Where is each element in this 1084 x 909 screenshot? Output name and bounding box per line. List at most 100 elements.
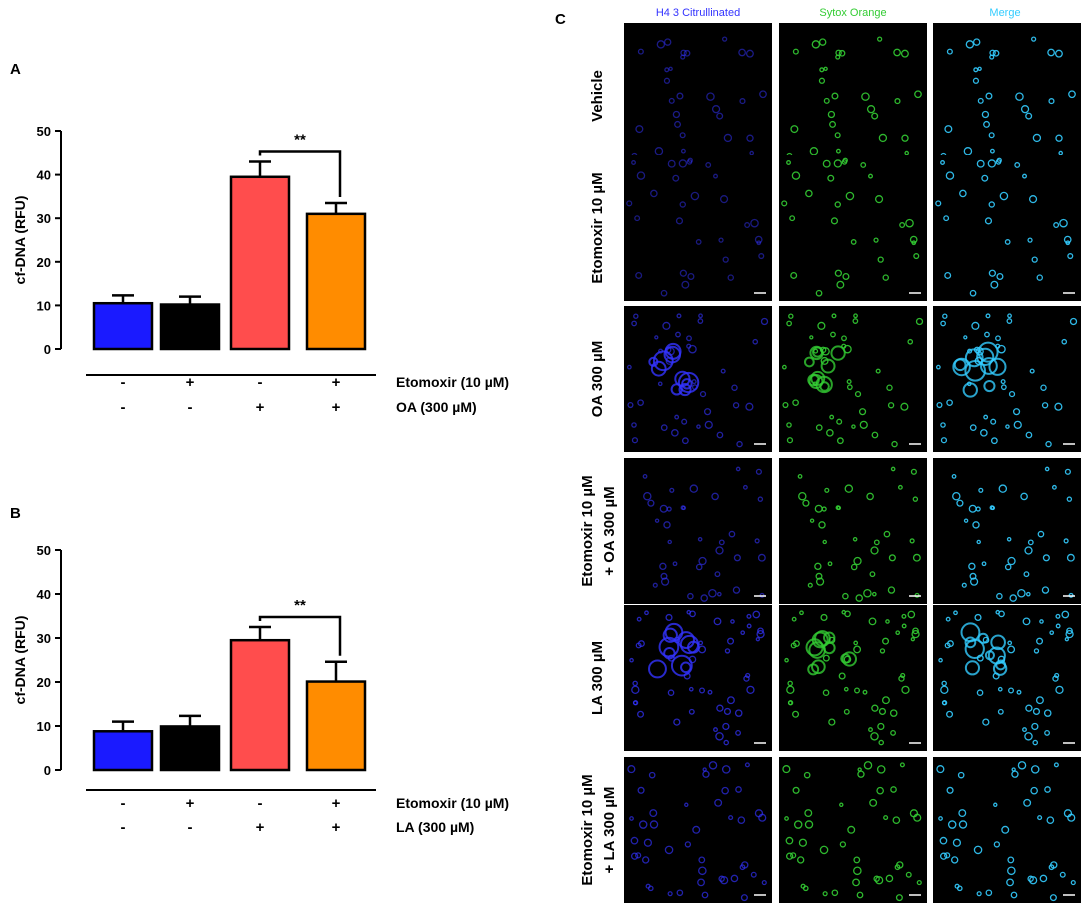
cell-nucleus xyxy=(857,767,862,772)
cell-nucleus xyxy=(846,384,853,391)
cell-nucleus xyxy=(1014,162,1021,168)
cell-nucleus xyxy=(946,640,954,648)
net-structure xyxy=(964,660,981,676)
cell-nucleus xyxy=(698,556,707,566)
cell-nucleus xyxy=(870,732,879,741)
cell-nucleus xyxy=(1008,390,1016,398)
cell-nucleus xyxy=(732,402,740,409)
cell-nucleus xyxy=(750,218,759,228)
cell-nucleus xyxy=(984,217,993,225)
cell-nucleus xyxy=(972,521,980,529)
cell-nucleus xyxy=(871,704,879,712)
cell-nucleus xyxy=(799,610,804,616)
cell-nucleus xyxy=(1001,825,1010,834)
cell-nucleus xyxy=(627,402,634,409)
cell-nucleus xyxy=(1017,761,1027,770)
cell-nucleus xyxy=(1065,240,1071,246)
net-structure xyxy=(841,651,858,667)
cell-nucleus xyxy=(754,538,760,544)
cell-nucleus xyxy=(901,613,907,619)
cell-nucleus xyxy=(821,347,830,356)
cell-nucleus xyxy=(1040,384,1047,391)
micrograph-panel xyxy=(779,23,927,169)
cell-nucleus xyxy=(1054,402,1063,411)
micrograph-panel xyxy=(779,605,927,751)
cell-nucleus xyxy=(1045,440,1052,448)
cell-nucleus xyxy=(683,49,691,57)
cell-nucleus xyxy=(740,894,748,902)
y-axis-title: cf-DNA (RFU) xyxy=(12,616,28,705)
cell-nucleus xyxy=(982,636,990,644)
cell-nucleus xyxy=(1027,539,1034,546)
row-label: OA 300 µM xyxy=(589,341,606,417)
cell-nucleus xyxy=(757,627,764,635)
cell-nucleus xyxy=(679,132,686,139)
net-structure xyxy=(677,371,700,394)
significance-bracket xyxy=(258,150,342,197)
cell-nucleus xyxy=(938,816,943,821)
micrograph-background xyxy=(779,306,927,452)
micrograph-background xyxy=(624,155,772,301)
cell-nucleus xyxy=(820,356,829,365)
cell-nucleus xyxy=(740,630,746,636)
cell-nucleus xyxy=(911,630,920,639)
cell-nucleus xyxy=(866,105,876,114)
cell-nucleus xyxy=(936,765,945,774)
cell-nucleus xyxy=(700,594,708,602)
cell-nucleus xyxy=(861,92,870,101)
cell-nucleus xyxy=(1064,468,1071,475)
cell-nucleus xyxy=(649,820,659,829)
net-structure xyxy=(811,659,826,675)
cell-nucleus xyxy=(895,630,901,636)
cell-nucleus xyxy=(1025,112,1033,120)
cell-nucleus xyxy=(756,240,762,246)
net-structure xyxy=(803,356,815,368)
cell-nucleus xyxy=(1010,891,1018,899)
cell-nucleus xyxy=(1063,538,1069,544)
cell-nucleus xyxy=(1000,379,1006,385)
cell-nucleus xyxy=(995,343,1001,349)
cell-nucleus xyxy=(722,256,729,263)
cell-nucleus xyxy=(874,195,884,204)
cell-nucleus xyxy=(807,582,813,588)
cell-nucleus xyxy=(1049,894,1057,902)
cell-nucleus xyxy=(976,159,985,168)
cell-nucleus xyxy=(786,160,791,165)
cell-nucleus xyxy=(882,637,890,645)
cell-nucleus xyxy=(830,217,839,225)
cell-nucleus xyxy=(1049,630,1055,636)
y-tick-label: 50 xyxy=(37,124,51,139)
cell-nucleus xyxy=(1036,274,1043,281)
cell-nucleus xyxy=(999,191,1009,201)
cell-nucleus xyxy=(1022,727,1027,733)
cell-nucleus xyxy=(660,572,668,580)
cell-nucleus xyxy=(786,685,795,695)
cell-nucleus xyxy=(854,390,862,398)
cell-nucleus xyxy=(688,708,695,715)
cell-nucleus xyxy=(708,761,718,770)
cell-nucleus xyxy=(716,431,724,439)
cell-nucleus xyxy=(990,437,998,445)
cell-nucleus xyxy=(667,539,672,545)
cell-nucleus xyxy=(679,201,686,208)
cell-nucleus xyxy=(839,802,844,807)
cell-nucleus xyxy=(909,809,919,818)
cell-nucleus xyxy=(688,655,697,664)
cell-nucleus xyxy=(1063,809,1073,818)
bar-4 xyxy=(305,212,367,351)
cell-nucleus xyxy=(785,852,794,860)
cell-nucleus xyxy=(977,66,982,72)
cell-nucleus xyxy=(981,174,989,182)
cell-nucleus xyxy=(681,418,688,425)
cell-nucleus xyxy=(1020,492,1028,501)
cell-nucleus xyxy=(759,90,767,99)
cell-nucleus xyxy=(1048,864,1055,871)
cell-nucleus xyxy=(1043,709,1052,717)
net-structure xyxy=(990,634,1006,651)
cell-nucleus xyxy=(946,48,953,55)
cell-nucleus xyxy=(680,148,686,154)
cell-nucleus xyxy=(1028,876,1038,885)
cell-nucleus xyxy=(830,331,836,338)
cell-nucleus xyxy=(916,879,922,886)
panel-letter-b: B xyxy=(10,505,21,522)
